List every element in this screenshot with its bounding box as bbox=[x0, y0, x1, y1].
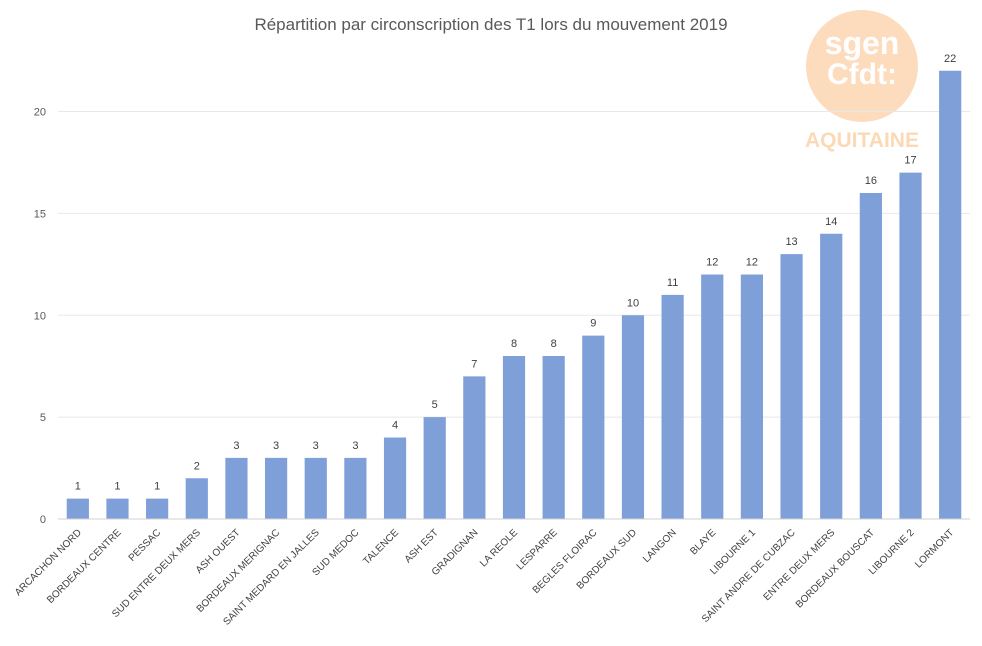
logo-line1: sgen bbox=[825, 25, 900, 61]
data-label: 12 bbox=[746, 257, 758, 269]
bar bbox=[225, 457, 248, 519]
bar bbox=[423, 417, 446, 519]
data-label: 5 bbox=[432, 399, 438, 411]
category-label: PESSAC bbox=[127, 527, 163, 563]
y-axis-ticks: 0 5 10 15 20 bbox=[34, 107, 46, 527]
data-label: 1 bbox=[154, 481, 160, 493]
category-label: LANGON bbox=[641, 527, 679, 565]
data-label: 8 bbox=[511, 338, 517, 350]
bar bbox=[146, 498, 169, 519]
bar bbox=[820, 233, 843, 519]
chart-title: Répartition par circonscription des T1 l… bbox=[254, 15, 727, 34]
bar bbox=[621, 315, 645, 519]
category-label: TALENCE bbox=[361, 527, 401, 567]
y-tick-label: 15 bbox=[34, 208, 46, 220]
data-label: 22 bbox=[944, 53, 956, 65]
bar bbox=[859, 193, 882, 519]
data-label: 12 bbox=[706, 257, 718, 269]
bar bbox=[304, 457, 327, 519]
category-label: LORMONT bbox=[913, 527, 956, 570]
bar bbox=[899, 172, 922, 519]
bar bbox=[582, 335, 605, 519]
data-label: 7 bbox=[471, 358, 477, 370]
bar bbox=[701, 274, 724, 519]
logo-line2: Cfdt: bbox=[827, 58, 897, 91]
data-label: 13 bbox=[785, 236, 797, 248]
bar bbox=[542, 356, 565, 519]
data-label: 11 bbox=[667, 277, 678, 289]
bar bbox=[780, 254, 803, 519]
data-label: 2 bbox=[194, 460, 200, 472]
sgen-cfdt-logo: sgen Cfdt: AQUITAINE bbox=[805, 10, 919, 152]
bar bbox=[344, 457, 367, 519]
category-label: BORDEAUX CENTRE bbox=[45, 527, 124, 606]
category-label: ASH EST bbox=[403, 527, 441, 565]
data-label: 9 bbox=[590, 318, 596, 330]
data-label: 3 bbox=[273, 440, 279, 452]
bar bbox=[185, 478, 208, 519]
bar bbox=[740, 274, 764, 519]
data-label: 1 bbox=[75, 481, 81, 493]
data-label: 17 bbox=[904, 155, 916, 167]
data-label: 4 bbox=[392, 420, 398, 432]
bar bbox=[661, 294, 684, 519]
y-tick-label: 10 bbox=[34, 310, 46, 322]
bar bbox=[66, 498, 89, 519]
data-label: 8 bbox=[551, 338, 557, 350]
data-label: 1 bbox=[114, 481, 120, 493]
category-label: ARCACHON NORD bbox=[13, 527, 84, 598]
bar bbox=[106, 498, 129, 519]
logo-circle bbox=[806, 10, 918, 122]
data-label: 14 bbox=[825, 216, 837, 228]
bar bbox=[383, 437, 407, 519]
bar bbox=[463, 376, 486, 519]
bar bbox=[939, 70, 962, 519]
data-label: 3 bbox=[313, 440, 319, 452]
data-label: 3 bbox=[233, 440, 239, 452]
bars bbox=[66, 70, 962, 519]
logo-region-text: AQUITAINE bbox=[805, 129, 919, 152]
y-tick-label: 5 bbox=[40, 412, 46, 424]
bar bbox=[502, 356, 526, 519]
data-label: 16 bbox=[865, 175, 877, 187]
data-label: 3 bbox=[352, 440, 358, 452]
category-label: BLAYE bbox=[688, 527, 718, 557]
category-label: ENTRE DEUX MERS bbox=[762, 527, 838, 603]
category-label: LA REOLE bbox=[478, 527, 520, 569]
data-label: 10 bbox=[627, 297, 639, 309]
y-tick-label: 20 bbox=[34, 107, 46, 119]
y-tick-label: 0 bbox=[40, 514, 46, 526]
bar bbox=[264, 457, 288, 519]
category-label: BORDEAUX BOUSCAT bbox=[794, 527, 877, 610]
